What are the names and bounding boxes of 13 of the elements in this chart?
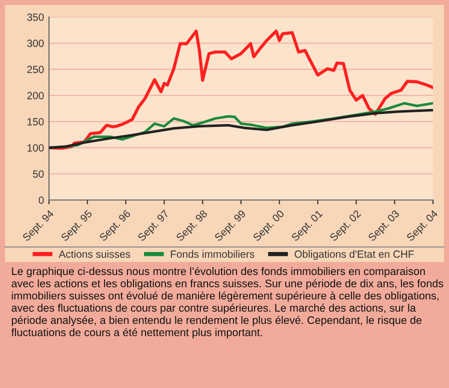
legend-label: Fonds immobiliers [170, 250, 254, 258]
y-tick-label: 0 [38, 196, 44, 204]
y-tick-label: 150 [28, 118, 44, 126]
text: Le graphique ci-dessus nous montre l’évolution des fonds immobiliers en comparaison avec les actions et les obligations en francs suisses. Sur une période de dix ans, les fonds immobiliers suisses ont évolué de manière légèrement supérieure à celle des obligations, avec des fluctuations de cours par contre supérieures. Le marché des actions, sur la période analysée, a bien entendu le rendement le plus élevé. Cependant, le risque de fluctuations de cours a été nettement plus important. [11, 267, 444, 338]
y-tick-label: 50 [32, 170, 44, 178]
legend-label: Obligations d'Etat en CHF [294, 250, 414, 260]
y-tick-label: 200 [27, 92, 44, 100]
y-tick-label: 300 [27, 40, 44, 48]
y-tick-label: 100 [28, 144, 44, 152]
y-tick-label: 350 [27, 14, 44, 21]
y-tick-label: 250 [27, 66, 44, 74]
line-series [49, 30, 433, 150]
legend-label: Actions suisses [58, 250, 130, 258]
